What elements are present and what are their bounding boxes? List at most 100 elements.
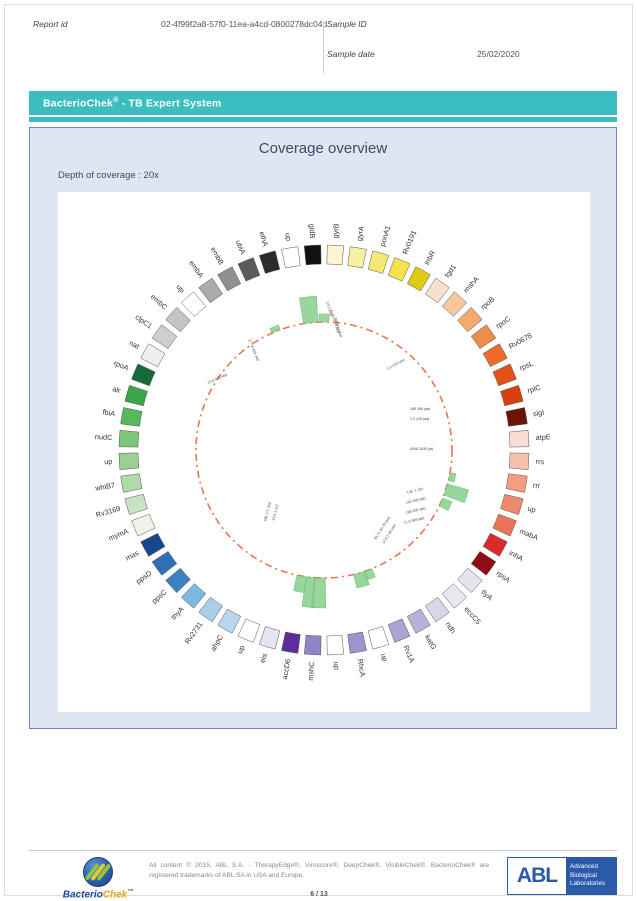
gene-segment[interactable] [120, 407, 143, 427]
gene-segment[interactable] [387, 257, 411, 282]
gene-segment[interactable] [367, 626, 389, 650]
gene-segment[interactable] [505, 407, 528, 427]
gene-segment[interactable] [347, 631, 367, 654]
gene-label: sigI [532, 408, 545, 419]
inner-annotation-group: 3.5 0 (aa)10.61 0.76 (aa)165 044 (aa)27.… [207, 301, 434, 544]
gene-label: ethA [257, 230, 270, 247]
product-band: BacterioChek® - TB Expert System [29, 91, 617, 115]
gene-segment[interactable] [387, 618, 411, 643]
gene-segment[interactable] [237, 618, 261, 643]
inner-annotation: 15 0 318 (aa) [207, 373, 228, 385]
report-meta: Report id 02-4f99f2a8-57f0-11ea-a4cd-080… [5, 19, 632, 73]
gene-label: ppsC [150, 587, 169, 605]
gene-segment[interactable] [151, 324, 178, 349]
sample-date-label: Sample date [327, 49, 375, 59]
page-title: Coverage overview [258, 140, 388, 157]
gene-segment[interactable] [165, 567, 191, 594]
product-band-underline [29, 117, 617, 122]
gene-segment[interactable] [326, 244, 345, 266]
gene-segment[interactable] [140, 343, 166, 368]
footer-divider [29, 850, 617, 851]
gene-segment[interactable] [198, 277, 223, 304]
gene-segment[interactable] [457, 567, 483, 594]
gene-label: ponA1 [378, 225, 392, 248]
report-id-label: Report id [33, 19, 68, 29]
gene-segment[interactable] [124, 385, 148, 407]
gene-segment[interactable] [259, 250, 281, 274]
gene-segment[interactable] [441, 583, 468, 609]
gene-label: tlyA [479, 587, 494, 602]
coverage-peak [318, 313, 330, 323]
gene-segment[interactable] [131, 363, 156, 387]
gene-segment[interactable] [508, 452, 530, 471]
gene-segment[interactable] [425, 596, 450, 623]
gene-segment[interactable] [217, 266, 242, 292]
gene-segment[interactable] [118, 452, 140, 471]
product-subtitle: - TB Expert System [118, 97, 222, 110]
coverage-peak [438, 497, 453, 511]
gene-segment[interactable] [118, 429, 140, 448]
gene-segment[interactable] [508, 429, 530, 448]
gene-segment[interactable] [505, 473, 528, 493]
abl-tagline-line3: Laboratories [570, 880, 606, 888]
coverage-peak [353, 570, 370, 589]
inner-annotation: 11.3 269 (aa) [403, 516, 424, 525]
gene-segment[interactable] [165, 306, 191, 333]
gene-label: rpoA [112, 358, 130, 372]
meta-row-sample-date: Sample date 25/02/2020 [327, 49, 617, 73]
gene-segment[interactable] [131, 513, 156, 537]
gene-segment[interactable] [326, 634, 345, 656]
gene-segment[interactable] [347, 246, 367, 269]
gene-label: mymA [107, 526, 130, 542]
gene-segment[interactable] [259, 626, 281, 650]
gene-segment[interactable] [500, 493, 524, 515]
gene-segment[interactable] [237, 257, 261, 282]
gene-segment[interactable] [140, 532, 166, 557]
gene-segment[interactable] [492, 363, 517, 387]
gene-segment[interactable] [151, 551, 178, 576]
gene-segment[interactable] [470, 551, 497, 576]
inner-annotation: 0.2 014 (aa) [387, 358, 406, 371]
trademark-icon: ™ [127, 889, 134, 895]
circular-coverage-chart: gyrB gyrA ponA1 Rv0191inbRfgd1mshArpoBrpoCR… [94, 223, 551, 681]
meta-column-right: Sample ID Sample date 25/02/2020 [327, 19, 617, 73]
gene-segment[interactable] [217, 608, 242, 634]
coverage-track [195, 295, 469, 609]
gene-label: nudC [95, 432, 113, 442]
gene-segment[interactable] [180, 583, 207, 609]
gene-segment[interactable] [367, 250, 389, 274]
gene-segment[interactable] [281, 631, 301, 654]
gene-label: rpsL [518, 359, 535, 373]
gene-segment[interactable] [482, 532, 508, 557]
depth-of-coverage-label: Depth of coverage : 20x [58, 170, 159, 181]
gene-label: accD6 [280, 658, 292, 680]
gene-label: Rv2731 [183, 620, 205, 646]
gene-segment[interactable] [500, 385, 524, 407]
abl-tagline-line1: Advanced [570, 863, 599, 871]
coverage-panel: Coverage overview Depth of coverage : 20… [29, 127, 617, 729]
gene-segment[interactable] [406, 608, 431, 634]
report-page: Report id 02-4f99f2a8-57f0-11ea-a4cd-080… [4, 4, 633, 900]
gene-segment[interactable] [303, 244, 322, 266]
gene-label: embB [209, 245, 226, 266]
gene-segment[interactable] [120, 473, 143, 493]
gene-segment[interactable] [482, 343, 508, 368]
gene-segment[interactable] [492, 513, 517, 537]
gene-segment[interactable] [470, 324, 497, 349]
inner-annotation: 165 044 (aa) [333, 317, 343, 338]
gene-segment[interactable] [457, 306, 483, 333]
gene-segment[interactable] [406, 266, 431, 292]
copyright-text: All content © 2015, ABL S.A. - TherapyEd… [149, 862, 489, 879]
gene-segment[interactable] [198, 596, 223, 623]
inner-annotation: 2 0 125 (aa) [410, 417, 429, 421]
bacteriochek-wordmark: BacterioChek™ [53, 889, 143, 900]
gene-label: mshC [306, 661, 316, 681]
coverage-peak [269, 324, 281, 334]
gene-segment[interactable] [425, 277, 450, 304]
gene-segment[interactable] [124, 493, 148, 515]
gene-segment[interactable] [303, 634, 322, 656]
gene-segment[interactable] [281, 246, 301, 269]
gene-label: atpE [535, 432, 551, 442]
gene-segment[interactable] [180, 291, 207, 317]
gene-segment[interactable] [441, 291, 468, 317]
